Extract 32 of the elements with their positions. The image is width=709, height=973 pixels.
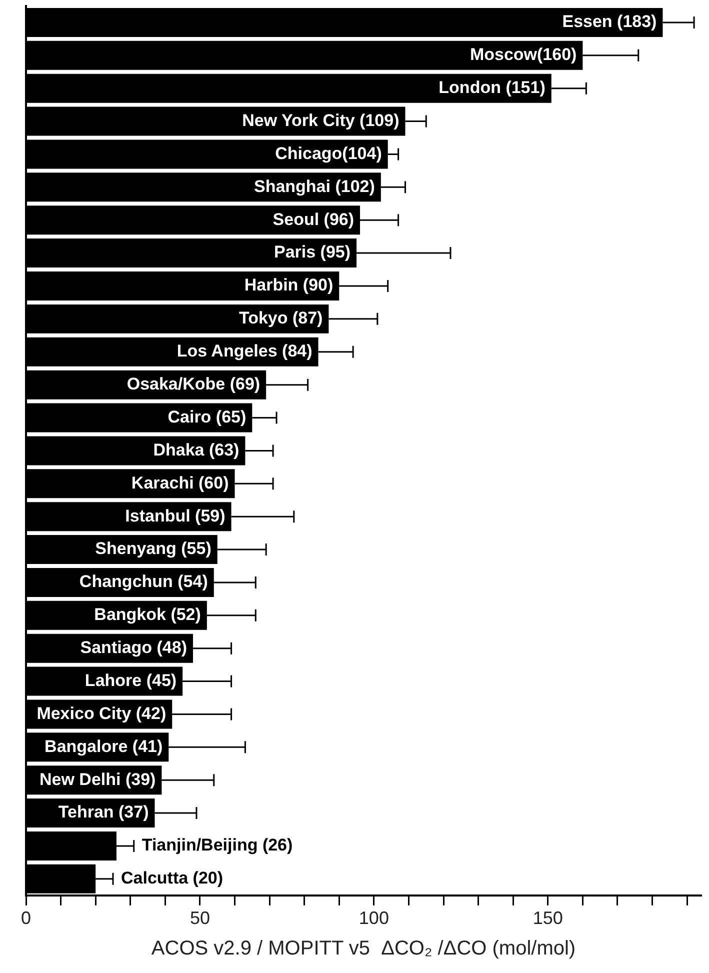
- y-tick-label: Changchun (54): [79, 572, 208, 592]
- y-tick-label: Bangalore (41): [44, 736, 163, 756]
- x-tick-label: 100: [358, 908, 389, 928]
- y-tick-label: Essen (183): [562, 12, 657, 32]
- y-tick-label: Karachi (60): [131, 473, 229, 492]
- y-tick-label: Bangkok (52): [94, 605, 201, 624]
- y-tick-label: Los Angeles (84): [176, 342, 312, 361]
- y-tick-label: New York City (109): [242, 110, 400, 130]
- y-tick-label: London (151): [438, 78, 546, 98]
- y-tick-label: Tehran (37): [58, 802, 149, 822]
- y-tick-label: Seoul (96): [272, 210, 354, 229]
- x-tick-label: 50: [190, 908, 210, 928]
- y-tick-label: Moscow(160): [470, 45, 577, 64]
- y-tick-label: Dhaka (63): [153, 440, 240, 460]
- y-tick-label: Tokyo (87): [238, 308, 323, 328]
- y-tick-label: Calcutta (20): [120, 868, 224, 888]
- y-tick-label: Santiago (48): [80, 638, 188, 658]
- y-tick-label: Lahore (45): [84, 670, 177, 690]
- y-tick-label: Istanbul (59): [125, 506, 226, 526]
- y-tick-label: Cairo (65): [168, 407, 246, 426]
- y-tick-label: Mexico City (42): [36, 704, 166, 723]
- y-tick-label: Chicago(104): [275, 144, 382, 163]
- x-tick-label: 0: [20, 908, 32, 928]
- y-tick-label: Osaka/Kobe (69): [126, 374, 260, 394]
- y-tick-label: New Delhi (39): [39, 770, 156, 789]
- x-axis-title: ACOS v2.9 / MOPITT v5 ΔCO₂ /ΔCO (mol/mol): [151, 938, 576, 960]
- y-tick-label: Shanghai (102): [254, 176, 375, 196]
- y-tick-label: Tianjin/Beijing (26): [142, 836, 293, 855]
- y-tick-label: Harbin (90): [244, 276, 334, 295]
- x-tick-label: 150: [532, 908, 563, 928]
- y-tick-label: Paris (95): [274, 242, 351, 262]
- y-tick-label: Shenyang (55): [95, 539, 212, 558]
